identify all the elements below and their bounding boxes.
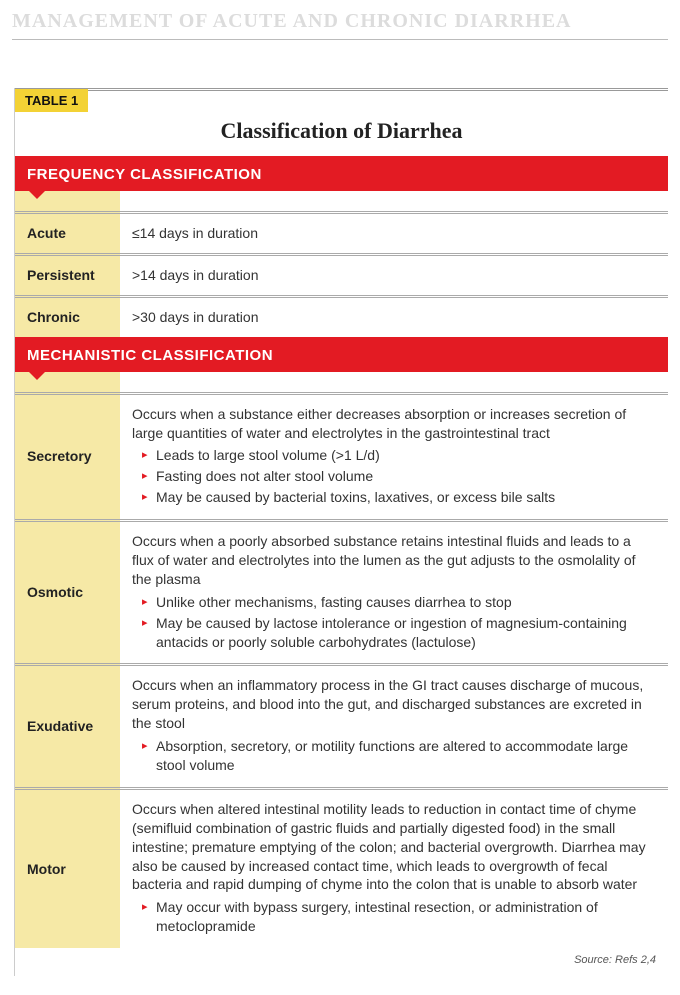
row-content: Occurs when a substance either decreases…: [120, 393, 668, 520]
bullet-list: May occur with bypass surgery, intestina…: [132, 898, 656, 936]
table-row: Acute ≤14 days in duration: [15, 213, 668, 255]
row-text: Occurs when an inflammatory process in t…: [132, 676, 656, 733]
row-label: Persistent: [15, 254, 120, 296]
table-container: TABLE 1 Classification of Diarrhea FREQU…: [15, 88, 668, 948]
source-citation: Source: Refs 2,4: [15, 948, 668, 976]
row-label: Osmotic: [15, 521, 120, 665]
row-text: >30 days in duration: [120, 296, 668, 336]
frequency-table: Acute ≤14 days in duration Persistent >1…: [15, 191, 668, 337]
row-text: >14 days in duration: [120, 254, 668, 296]
row-label: Acute: [15, 213, 120, 255]
bullet-item: Absorption, secretory, or motility funct…: [146, 737, 656, 775]
row-text: Occurs when a substance either decreases…: [132, 405, 656, 443]
bullet-item: Unlike other mechanisms, fasting causes …: [146, 593, 656, 612]
bullet-item: May be caused by bacterial toxins, laxat…: [146, 488, 656, 507]
bullet-item: Fasting does not alter stool volume: [146, 467, 656, 486]
row-label: Chronic: [15, 296, 120, 336]
table-row: Persistent >14 days in duration: [15, 254, 668, 296]
section-header-frequency: FREQUENCY CLASSIFICATION: [15, 156, 668, 191]
row-label: Exudative: [15, 665, 120, 788]
table-row: Exudative Occurs when an inflammatory pr…: [15, 665, 668, 788]
bullet-list: Leads to large stool volume (>1 L/d) Fas…: [132, 446, 656, 507]
bullet-item: May be caused by lactose intolerance or …: [146, 614, 656, 652]
bullet-list: Unlike other mechanisms, fasting causes …: [132, 593, 656, 652]
row-content: Occurs when a poorly absorbed substance …: [120, 521, 668, 665]
row-label: Secretory: [15, 393, 120, 520]
top-rule: [12, 39, 668, 40]
row-content: Occurs when altered intestinal motility …: [120, 788, 668, 948]
row-content: Occurs when an inflammatory process in t…: [120, 665, 668, 788]
table-row: Secretory Occurs when a substance either…: [15, 393, 668, 520]
bullet-item: Leads to large stool volume (>1 L/d): [146, 446, 656, 465]
table-number-tab: TABLE 1: [15, 89, 88, 112]
table-row: Osmotic Occurs when a poorly absorbed su…: [15, 521, 668, 665]
row-label: Motor: [15, 788, 120, 948]
page-header-faded: MANAGEMENT OF ACUTE AND CHRONIC DIARRHEA: [12, 10, 668, 33]
section-header-mechanistic: MECHANISTIC CLASSIFICATION: [15, 337, 668, 372]
table-row: Chronic >30 days in duration: [15, 296, 668, 336]
table-row: Motor Occurs when altered intestinal mot…: [15, 788, 668, 948]
table-title: Classification of Diarrhea: [15, 118, 668, 144]
bullet-item: May occur with bypass surgery, intestina…: [146, 898, 656, 936]
bullet-list: Absorption, secretory, or motility funct…: [132, 737, 656, 775]
row-text: Occurs when a poorly absorbed substance …: [132, 532, 656, 589]
row-text: ≤14 days in duration: [120, 213, 668, 255]
mechanistic-table: Secretory Occurs when a substance either…: [15, 372, 668, 948]
row-text: Occurs when altered intestinal motility …: [132, 800, 656, 894]
